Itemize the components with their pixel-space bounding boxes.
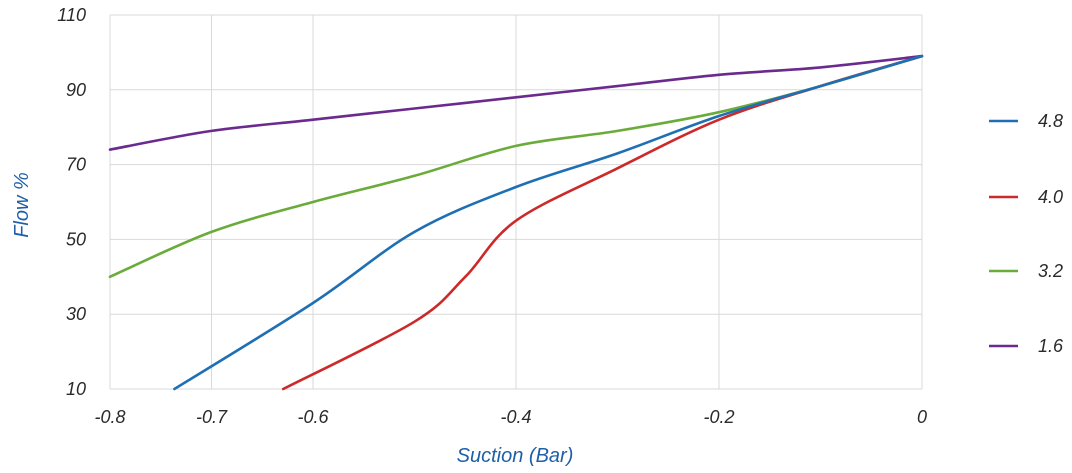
legend: 4.8 4.0 3.2 1.6 bbox=[989, 111, 1064, 356]
y-tick-label: 90 bbox=[66, 80, 86, 100]
x-tick-label: -0.8 bbox=[94, 407, 125, 427]
series-line-4-0 bbox=[281, 54, 924, 391]
series-lines bbox=[108, 54, 924, 391]
legend-label: 3.2 bbox=[1038, 261, 1063, 281]
y-tick-label: 110 bbox=[57, 5, 86, 25]
y-tick-label: 70 bbox=[66, 155, 86, 175]
x-axis-title: Suction (Bar) bbox=[457, 445, 574, 467]
x-tick-label: -0.7 bbox=[196, 407, 228, 427]
y-tick-label: 10 bbox=[66, 379, 86, 399]
y-tick-label: 50 bbox=[66, 229, 86, 249]
x-tick-label: -0.6 bbox=[297, 407, 329, 427]
x-tick-label: -0.4 bbox=[500, 407, 531, 427]
x-tick-label: 0 bbox=[917, 407, 927, 427]
legend-label: 4.0 bbox=[1038, 187, 1063, 207]
legend-label: 1.6 bbox=[1038, 336, 1064, 356]
grid-lines bbox=[109, 14, 923, 390]
y-tick-label: 30 bbox=[66, 304, 86, 324]
legend-label: 4.8 bbox=[1038, 111, 1063, 131]
axis-ticks: 10 30 50 70 90 110 -0.8 -0.7 -0.6 -0.4 -0.2 0 bbox=[57, 5, 927, 427]
x-tick-label: -0.2 bbox=[703, 407, 734, 427]
series-line-1-6 bbox=[108, 54, 924, 151]
y-axis-title: Flow % bbox=[11, 172, 33, 238]
series-line-4-8 bbox=[173, 54, 924, 391]
